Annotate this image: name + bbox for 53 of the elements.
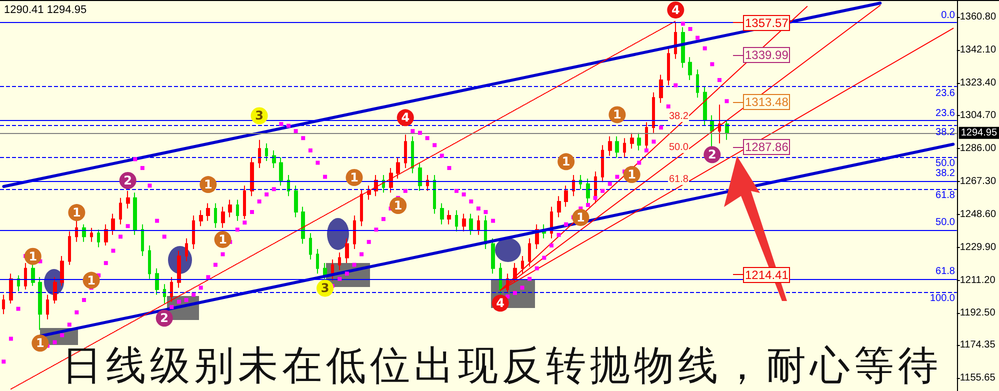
annotation: 日线级别未在低位出现反转抛物线，耐心等待 — [62, 342, 942, 391]
annotation: 50.0 — [936, 158, 955, 170]
y-tick-label: 1304.70 — [960, 110, 996, 122]
annotation: 100.0 — [930, 293, 955, 306]
y-tick-label: 1192.50 — [960, 308, 996, 319]
annotation: 1357.57 — [743, 14, 790, 31]
text: 4 — [496, 296, 505, 310]
text: 1 — [204, 178, 212, 192]
y-tick-label: 1323.40 — [960, 77, 996, 88]
annotation: 23.6 — [936, 108, 955, 120]
annotation: 61.8 — [668, 174, 690, 186]
y-tick-label: 1229.90 — [960, 242, 996, 253]
series-label: 3 — [255, 108, 264, 123]
annotation: 61.8 — [936, 266, 955, 278]
annotation: 1290.41 1294.95 — [4, 4, 87, 16]
series-label: 2 — [708, 148, 716, 162]
ref-line-label: 1294.95 — [960, 127, 998, 138]
text: 4 — [671, 2, 680, 17]
text: 1 — [394, 198, 402, 213]
y-tick-label: 1342.10 — [960, 44, 996, 56]
annotation: 38.2 — [936, 126, 955, 139]
text: 1 — [576, 210, 585, 224]
series-label: 4 — [401, 110, 410, 125]
text: 2 — [124, 174, 132, 188]
text: 3 — [320, 281, 330, 296]
annotation: 50.0 — [668, 142, 690, 154]
annotation: 38.2 — [936, 168, 955, 180]
text: 1 — [36, 336, 44, 350]
y-tick-label: 1174.35 — [960, 340, 996, 351]
text: 1 — [87, 273, 96, 288]
text: 1 — [350, 170, 358, 185]
text: 1 — [72, 206, 81, 220]
text: 2 — [160, 311, 169, 326]
text: 1 — [628, 168, 636, 182]
series-label: 1 — [562, 154, 570, 169]
text: 1 — [28, 249, 38, 264]
text: 1 — [613, 108, 622, 122]
annotation: 50.0 — [936, 217, 955, 230]
y-tick-label: 1248.60 — [960, 208, 996, 220]
y-tick-label: 1267.30 — [960, 176, 996, 188]
annotation: 1214.41 — [743, 266, 790, 283]
annotation: 61.8 — [936, 190, 955, 202]
annotation: 1339.99 — [743, 47, 790, 63]
y-tick-label: 1360.80 — [960, 12, 996, 23]
annotation: 38.2 — [668, 110, 690, 122]
annotation: 0.0 — [941, 10, 955, 22]
annotation: 23.6 — [936, 88, 955, 100]
annotation: 1287.86 — [743, 139, 790, 155]
text: 1 — [218, 232, 227, 246]
y-tick-label: 1211.20 — [960, 274, 996, 286]
y-tick-label: 1286.00 — [960, 143, 996, 154]
y-tick-label: 1155.65 — [960, 372, 996, 384]
annotation: 1313.48 — [743, 94, 790, 110]
